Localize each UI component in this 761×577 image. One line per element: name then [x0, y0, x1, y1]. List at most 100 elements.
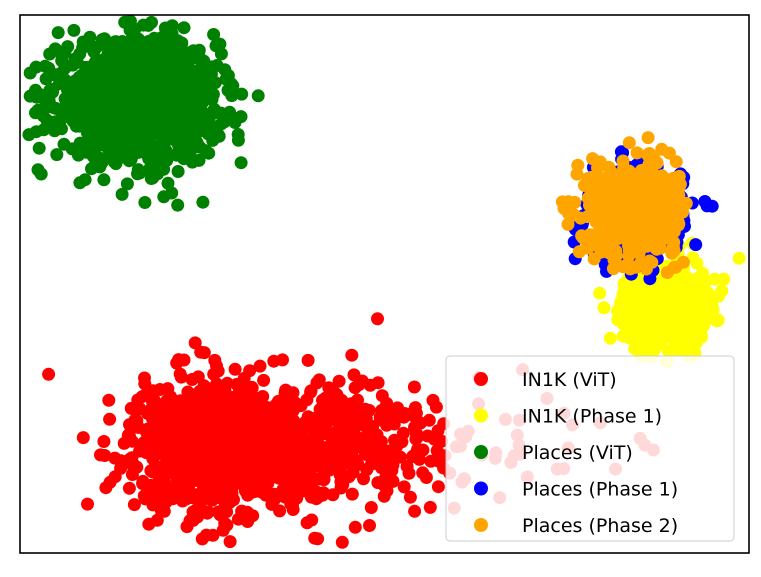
- scatter-point: [208, 353, 222, 367]
- scatter-point: [374, 461, 388, 475]
- scatter-point: [225, 89, 239, 103]
- scatter-point: [667, 171, 681, 185]
- scatter-point: [223, 435, 237, 449]
- scatter-point: [234, 110, 248, 124]
- scatter-point: [285, 457, 299, 471]
- legend-label: IN1K (ViT): [522, 369, 617, 391]
- scatter-point: [142, 517, 156, 531]
- scatter-point: [667, 218, 681, 232]
- scatter-point: [92, 108, 106, 122]
- scatter-point: [105, 72, 119, 86]
- scatter-point: [316, 447, 330, 461]
- scatter-point: [231, 128, 245, 141]
- scatter-point: [345, 348, 359, 362]
- scatter-point: [286, 503, 300, 516]
- scatter-point: [300, 454, 314, 468]
- scatter-point: [223, 535, 237, 549]
- scatter-point: [49, 102, 63, 115]
- scatter-point: [42, 61, 56, 75]
- scatter-point: [371, 312, 384, 326]
- scatter-point: [355, 374, 369, 388]
- scatter-point: [71, 148, 85, 162]
- scatter-point: [609, 244, 623, 258]
- scatter-point: [53, 67, 67, 81]
- scatter-point: [431, 480, 445, 494]
- scatter-point: [176, 120, 190, 134]
- scatter-point: [204, 473, 218, 487]
- scatter-point: [328, 386, 342, 400]
- scatter-point: [50, 148, 64, 162]
- scatter-point: [316, 461, 329, 475]
- scatter-point: [335, 535, 349, 549]
- scatter-point: [157, 406, 170, 420]
- scatter-point: [332, 374, 346, 388]
- scatter-point: [333, 468, 347, 482]
- scatter-point: [642, 149, 656, 163]
- scatter-point: [260, 416, 274, 430]
- scatter-point: [206, 399, 220, 413]
- scatter-point: [306, 418, 320, 432]
- scatter-point: [226, 79, 240, 93]
- scatter-point: [193, 447, 207, 461]
- scatter-point: [693, 285, 706, 299]
- scatter-point: [117, 436, 131, 450]
- scatter-point: [587, 252, 601, 266]
- scatter-point: [76, 431, 90, 445]
- scatter-point: [97, 435, 111, 448]
- scatter-point: [81, 497, 94, 511]
- scatter-point: [254, 444, 268, 458]
- scatter-point: [102, 393, 116, 407]
- scatter-point: [669, 155, 683, 169]
- scatter-point: [173, 458, 187, 472]
- scatter-point: [604, 205, 618, 219]
- scatter-point: [93, 160, 107, 174]
- scatter-point: [140, 422, 154, 436]
- scatter-point: [174, 54, 188, 68]
- scatter-point: [119, 39, 132, 53]
- scatter-point: [108, 451, 122, 465]
- scatter-point: [366, 420, 380, 433]
- scatter-point: [622, 243, 636, 257]
- scatter-point: [223, 105, 237, 119]
- scatter-point: [214, 47, 228, 61]
- scatter-point: [166, 432, 180, 446]
- scatter-point: [174, 370, 188, 384]
- scatter-point: [715, 284, 729, 298]
- scatter-point: [593, 155, 607, 169]
- scatter-point: [408, 410, 422, 424]
- scatter-point: [108, 470, 122, 484]
- scatter-point: [624, 279, 638, 293]
- scatter-point: [357, 472, 370, 486]
- scatter-point: [208, 104, 222, 118]
- scatter-point: [289, 439, 302, 453]
- legend-label: Places (ViT): [522, 442, 633, 464]
- scatter-point: [253, 359, 267, 373]
- scatter-point: [345, 406, 359, 420]
- scatter-point: [220, 376, 234, 390]
- scatter-point: [375, 389, 389, 403]
- scatter-point: [161, 176, 175, 190]
- scatter-point: [97, 173, 111, 187]
- scatter-point: [221, 496, 235, 510]
- scatter-point: [137, 489, 151, 503]
- scatter-point: [659, 198, 673, 211]
- scatter-point: [101, 84, 115, 98]
- scatter-point: [177, 21, 191, 35]
- scatter-point: [165, 19, 179, 33]
- scatter-point: [108, 35, 122, 49]
- scatter-point: [250, 474, 264, 488]
- scatter-point: [580, 240, 594, 254]
- scatter-point: [364, 501, 378, 514]
- scatter-point: [371, 376, 385, 390]
- scatter-point: [155, 474, 169, 488]
- scatter-point: [66, 58, 80, 72]
- scatter-point: [143, 130, 157, 144]
- scatter-point: [664, 307, 677, 321]
- scatter-point: [123, 126, 137, 140]
- scatter-point: [675, 314, 689, 328]
- scatter-point: [36, 109, 50, 123]
- scatter-point: [393, 450, 407, 464]
- legend-marker: [474, 445, 488, 459]
- scatter-point: [32, 141, 46, 155]
- scatter-point: [351, 458, 365, 471]
